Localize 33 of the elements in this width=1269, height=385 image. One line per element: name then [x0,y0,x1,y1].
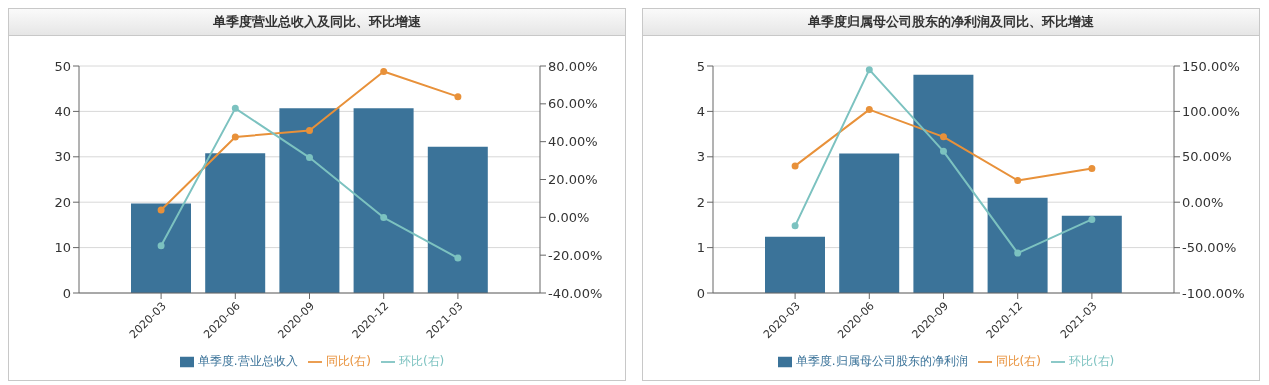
y-tick-label: 30 [54,149,71,165]
chart-title: 单季度归属母公司股东的净利润及同比、环比增速 [643,9,1259,36]
y2-tick-label: -100.00% [1182,285,1245,301]
y-tick-label: 0 [696,285,705,301]
legend-label: 环比(右) [1068,354,1115,368]
legend-label: 单季度.归属母公司股东的净利润 [795,354,968,368]
y-tick-label: 3 [696,149,705,165]
y-tick-label: 1 [696,240,705,256]
y2-tick-label: 0.00% [548,209,590,225]
y2-tick-label: 80.00% [548,58,598,74]
y-tick-label: 2 [696,194,705,210]
y2-tick-label: -40.00% [548,285,603,301]
y2-tick-label: 100.00% [1182,104,1240,120]
y2-tick-label: 20.00% [548,172,598,188]
y-tick-label: 0 [62,285,71,301]
y2-tick-label: 0.00% [1182,194,1224,210]
y-tick-label: 20 [54,194,71,210]
y-tick-label: 4 [696,104,705,120]
y2-tick-label: -20.00% [548,247,603,263]
legend-label: 同比(右) [325,354,371,368]
y2-tick-label: 40.00% [548,134,598,150]
legend-label: 环比(右) [398,354,445,368]
y2-tick-label: -50.00% [1182,240,1237,256]
legend-label: 单季度.营业总收入 [197,354,298,368]
y-tick-label: 50 [54,58,71,74]
y-tick-label: 10 [54,240,71,256]
y-tick-label: 40 [54,104,71,120]
y2-tick-label: 60.00% [548,96,598,112]
legend-label: 同比(右) [995,354,1041,368]
y2-tick-label: 150.00% [1182,58,1240,74]
y-tick-label: 5 [696,58,705,74]
chart-title: 单季度营业总收入及同比、环比增速 [9,9,625,36]
y2-tick-label: 50.00% [1182,149,1232,165]
